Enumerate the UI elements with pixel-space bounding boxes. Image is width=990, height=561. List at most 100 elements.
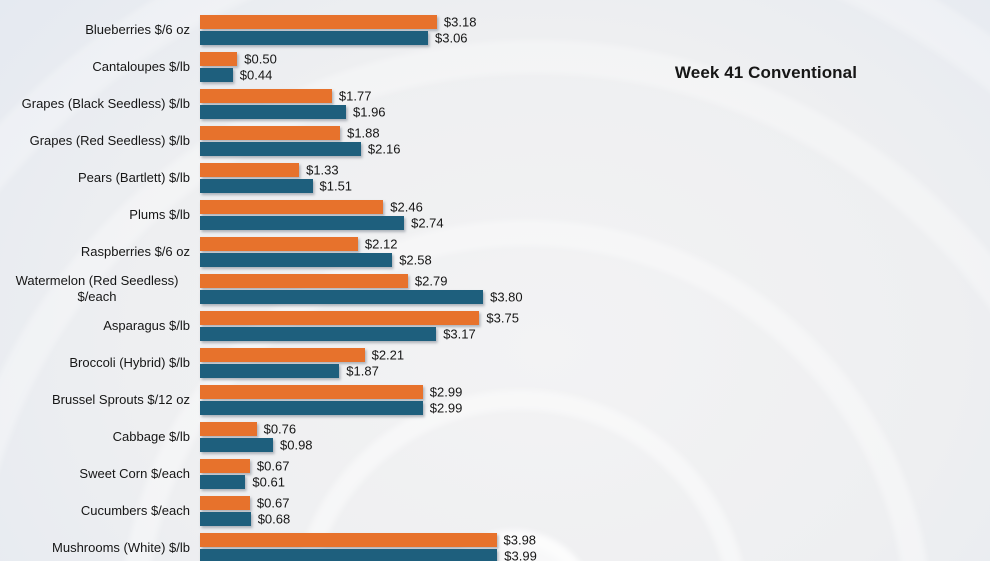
category-row: Blueberries $/6 oz $3.18 $3.06 <box>0 15 990 52</box>
bar-orange: $0.67 <box>200 459 289 474</box>
category-label-text: Brussel Sprouts $/12 oz <box>51 392 190 407</box>
category-label-text: Sweet Corn $/each <box>79 466 190 481</box>
value-label: $3.06 <box>435 30 468 46</box>
bar-teal: $2.16 <box>200 142 400 157</box>
category-label: Cantaloupes $/lb <box>0 52 190 82</box>
bar-pair: $0.50 $0.44 <box>200 52 990 83</box>
category-row: Plums $/lb $2.46 $2.74 <box>0 200 990 237</box>
bar-teal: $3.80 <box>200 290 523 305</box>
bar-pair: $1.33 $1.51 <box>200 163 990 194</box>
category-row: Asparagus $/lb $3.75 $3.17 <box>0 311 990 348</box>
category-label: Cucumbers $/each <box>0 496 190 526</box>
bar-teal: $2.58 <box>200 253 432 268</box>
value-label: $3.75 <box>486 310 519 326</box>
value-label: $2.79 <box>414 273 448 289</box>
category-row: Raspberries $/6 oz $2.12 $2.58 <box>0 237 990 274</box>
category-row: Broccoli (Hybrid) $/lb $2.21 $1.87 <box>0 348 990 385</box>
bar-pair: $0.67 $0.68 <box>200 496 990 527</box>
value-label: $1.88 <box>347 125 380 141</box>
value-label: $2.46 <box>390 199 423 215</box>
category-row: Cucumbers $/each $0.67 $0.68 <box>0 496 990 533</box>
value-label: $0.67 <box>256 495 290 511</box>
value-label: $1.51 <box>319 178 353 194</box>
category-label: Brussel Sprouts $/12 oz <box>0 385 190 415</box>
category-row: Grapes (Red Seedless) $/lb $1.88 $2.16 <box>0 126 990 163</box>
value-label: $2.16 <box>367 141 401 157</box>
bar-teal: $1.51 <box>200 179 352 194</box>
value-label: $1.77 <box>338 88 372 104</box>
category-label: Broccoli (Hybrid) $/lb <box>0 348 190 378</box>
category-row: Pears (Bartlett) $/lb $1.33 $1.51 <box>0 163 990 200</box>
bar-pair: $1.77 $1.96 <box>200 89 990 120</box>
category-row: Mushrooms (White) $/lb $3.98 $3.99 <box>0 533 990 561</box>
bar-orange: $1.88 <box>200 126 380 141</box>
category-label-text: Cantaloupes $/lb <box>92 59 190 74</box>
category-label-text: Cabbage $/lb <box>112 429 190 444</box>
bar-pair: $0.76 $0.98 <box>200 422 990 453</box>
value-label: $0.50 <box>244 51 277 67</box>
value-label: $2.58 <box>399 252 432 268</box>
category-label-text: Grapes (Black Seedless) $/lb <box>21 96 190 111</box>
bar-orange: $1.77 <box>200 89 371 104</box>
category-label-text: Mushrooms (White) $/lb <box>52 540 190 555</box>
bar-pair: $0.67 $0.61 <box>200 459 990 490</box>
category-label: Plums $/lb <box>0 200 190 230</box>
category-label: Grapes (Black Seedless) $/lb <box>0 89 190 119</box>
bar-pair: $2.12 $2.58 <box>200 237 990 268</box>
category-label: Pears (Bartlett) $/lb <box>0 163 190 193</box>
bar-orange: $1.33 <box>200 163 339 178</box>
chart-title: Week 41 Conventional <box>674 63 858 82</box>
category-label: Raspberries $/6 oz <box>0 237 190 267</box>
bar-orange: $2.12 <box>200 237 397 252</box>
category-row: Cantaloupes $/lb $0.50 $0.44 <box>0 52 990 89</box>
category-label-text: Plums $/lb <box>129 207 190 222</box>
category-label: Watermelon (Red Seedless) $/each <box>0 273 190 304</box>
value-label: $2.99 <box>429 400 463 416</box>
category-label: Mushrooms (White) $/lb <box>0 533 190 561</box>
bar-pair: $3.98 $3.99 <box>200 533 990 561</box>
value-label: $3.80 <box>490 289 523 305</box>
value-label: $0.61 <box>252 474 285 490</box>
category-label: Grapes (Red Seedless) $/lb <box>0 126 190 156</box>
category-row: Cabbage $/lb $0.76 $0.98 <box>0 422 990 459</box>
value-label: $1.87 <box>346 363 379 379</box>
bar-orange: $2.79 <box>200 274 447 289</box>
value-label: $2.99 <box>429 384 463 400</box>
category-row: Grapes (Black Seedless) $/lb $1.77 $1.96 <box>0 89 990 126</box>
bar-orange: $0.50 <box>200 52 277 67</box>
value-label: $2.21 <box>371 347 405 363</box>
bar-orange: $2.99 <box>200 385 462 400</box>
bar-teal: $2.74 <box>200 216 444 231</box>
value-label: $3.18 <box>443 14 477 30</box>
bar-orange: $2.46 <box>200 200 423 215</box>
bar-teal: $3.17 <box>200 327 476 342</box>
bar-teal: $0.98 <box>200 438 313 453</box>
bar-orange: $3.75 <box>200 311 519 326</box>
value-label: $2.74 <box>411 215 444 231</box>
value-label: $1.96 <box>353 104 386 120</box>
value-label: $1.33 <box>306 162 339 178</box>
value-label: $0.68 <box>257 511 291 527</box>
category-row: Watermelon (Red Seedless) $/each $2.79 $3.… <box>0 273 990 311</box>
category-label-text: Blueberries $/6 oz <box>85 22 190 37</box>
bar-teal: $3.06 <box>200 31 468 46</box>
bar-pair: $3.75 $3.17 <box>200 311 990 342</box>
bar-teal: $0.44 <box>200 68 272 83</box>
category-label: Asparagus $/lb <box>0 311 190 341</box>
category-label: Blueberries $/6 oz <box>0 15 190 45</box>
bar-orange: $0.67 <box>200 496 289 511</box>
category-label: Sweet Corn $/each <box>0 459 190 489</box>
category-row: Brussel Sprouts $/12 oz $2.99 $2.99 <box>0 385 990 422</box>
bar-orange: $0.76 <box>200 422 296 437</box>
bar-pair: $2.46 $2.74 <box>200 200 990 231</box>
category-label-text: Pears (Bartlett) $/lb <box>78 170 190 185</box>
bar-teal: $1.96 <box>200 105 386 120</box>
bar-chart: Blueberries $/6 oz $3.18 $3.06 Cantaloupes … <box>0 15 990 561</box>
bar-pair: $1.88 $2.16 <box>200 126 990 157</box>
bar-teal: $1.87 <box>200 364 379 379</box>
bar-orange: $3.18 <box>200 15 476 30</box>
category-label-text: Raspberries $/6 oz <box>80 244 190 259</box>
bar-teal: $0.68 <box>200 512 290 527</box>
bar-pair: $3.18 $3.06 <box>200 15 990 46</box>
